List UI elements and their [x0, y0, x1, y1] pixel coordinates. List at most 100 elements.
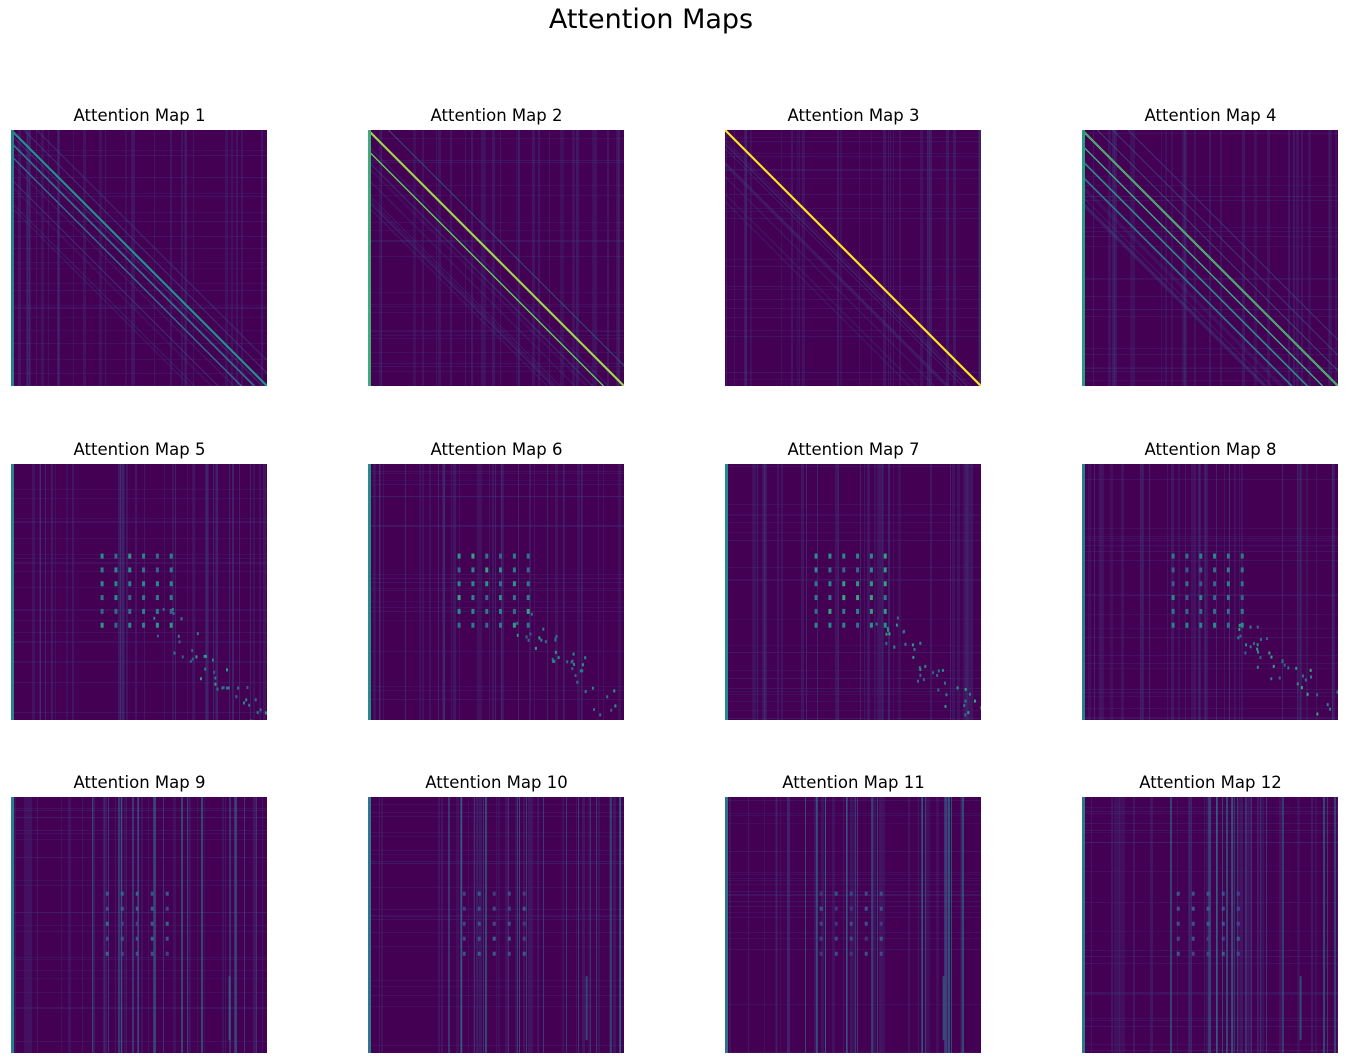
heatmap-texture-col — [961, 797, 962, 1053]
heatmap-texture-row — [368, 861, 624, 862]
attention-speck — [1300, 686, 1303, 690]
heatmap-texture-col — [538, 797, 539, 1053]
heatmap-texture-row — [725, 718, 981, 719]
heatmap-texture-col — [946, 797, 949, 1053]
diagonal-faint — [368, 200, 554, 386]
heatmap-texture-col — [859, 130, 860, 386]
attention-block — [105, 921, 109, 926]
heatmap-texture-row — [725, 645, 981, 646]
attention-block — [169, 595, 173, 601]
heatmap-texture-row — [725, 901, 981, 902]
attention-block — [100, 553, 104, 559]
attention-block — [856, 595, 860, 601]
attention-speck — [235, 695, 238, 699]
heatmap-texture-col — [864, 464, 865, 720]
attention-speck — [1295, 666, 1298, 670]
heatmap-texture-col — [73, 130, 74, 386]
heatmap-texture-row — [725, 691, 981, 692]
diagonal-band — [11, 142, 255, 386]
heatmap-texture-col — [164, 464, 165, 720]
heatmap-texture-col — [1119, 797, 1122, 1053]
diagonal-faint — [11, 140, 257, 386]
attention-speck — [1309, 668, 1312, 672]
attention-column — [405, 464, 406, 720]
attention-stripe — [871, 797, 873, 1053]
heatmap-texture-col — [840, 130, 842, 386]
heatmap-texture-col — [899, 130, 901, 386]
attention-block — [883, 581, 887, 587]
attention-block — [1226, 595, 1230, 601]
attention-block — [1236, 891, 1240, 896]
heatmap-texture-row — [368, 887, 624, 888]
diagonal-faint — [368, 193, 561, 386]
attention-block — [142, 581, 146, 587]
attention-speck — [1278, 676, 1281, 680]
heatmap-texture-row — [368, 526, 624, 527]
attention-block — [105, 936, 109, 941]
attention-block — [150, 951, 154, 956]
attention-block — [477, 936, 481, 941]
attention-block — [856, 622, 860, 628]
heatmap-texture-col — [616, 130, 619, 386]
heatmap-texture-row — [725, 372, 981, 373]
attention-block — [135, 951, 139, 956]
attention-block — [135, 906, 139, 911]
attention-speck — [203, 654, 206, 658]
diagonal-faint — [1082, 177, 1291, 386]
heatmap-texture-col — [115, 797, 116, 1053]
attention-block — [462, 951, 466, 956]
heatmap-texture-row — [725, 540, 981, 541]
heatmap-texture-col — [1328, 130, 1330, 386]
attention-block — [485, 608, 489, 614]
attention-speck — [919, 673, 922, 677]
heatmap-texture-col — [1316, 464, 1317, 720]
attention-stripe — [945, 797, 947, 1053]
heatmap-texture-row — [1082, 536, 1338, 537]
diagonal-band — [1127, 130, 1338, 341]
diagonal-faint — [725, 201, 910, 386]
heatmap-texture-row — [368, 588, 624, 589]
attention-block — [1213, 553, 1217, 559]
panel-title-3: Attention Map 3 — [787, 106, 920, 125]
heatmap-texture-row — [1082, 236, 1338, 237]
attention-speck — [516, 633, 519, 637]
heatmap-texture-row — [725, 815, 981, 816]
attention-block — [100, 595, 104, 601]
attention-speck — [542, 627, 545, 631]
heatmap-texture-row — [368, 686, 624, 687]
attention-speck — [1287, 666, 1290, 670]
attention-stripe — [855, 797, 856, 1053]
heatmap-texture-row — [1082, 628, 1338, 629]
attention-block — [1213, 567, 1217, 573]
heatmap-texture-row — [1082, 614, 1338, 615]
attention-block — [1240, 567, 1244, 573]
heatmap-texture-row — [11, 558, 267, 559]
heatmap-texture-row — [725, 884, 981, 885]
heatmap-texture-col — [172, 464, 174, 720]
heatmap-texture-row — [725, 938, 981, 939]
attention-block — [834, 936, 838, 941]
heatmap-texture-col — [476, 797, 479, 1053]
heatmap-texture-row — [725, 619, 981, 620]
attention-block — [526, 567, 530, 573]
heatmap-texture-row — [368, 371, 624, 372]
heatmap-texture-col — [1298, 464, 1301, 720]
heatmap-texture-col — [618, 130, 620, 386]
panel-title-2: Attention Map 2 — [430, 106, 563, 125]
diagonal-faint — [368, 178, 576, 386]
attention-block — [879, 936, 883, 941]
heatmap-texture-row — [368, 854, 624, 855]
heatmap-texture-row — [1082, 708, 1338, 709]
heatmap-texture-col — [1247, 797, 1248, 1053]
attention-speck — [1245, 643, 1248, 647]
attention-speck — [527, 638, 530, 642]
heatmap-texture-col — [1257, 797, 1258, 1053]
attention-speck — [1238, 623, 1241, 627]
heatmap-texture-row — [725, 652, 981, 653]
heatmap-texture-col — [1337, 797, 1338, 1053]
first-column-highlight — [11, 797, 14, 1053]
heatmap-texture-col — [1121, 464, 1124, 720]
attention-speck — [599, 713, 602, 717]
heatmap-texture-col — [893, 130, 894, 386]
attention-stripe — [181, 797, 183, 1053]
